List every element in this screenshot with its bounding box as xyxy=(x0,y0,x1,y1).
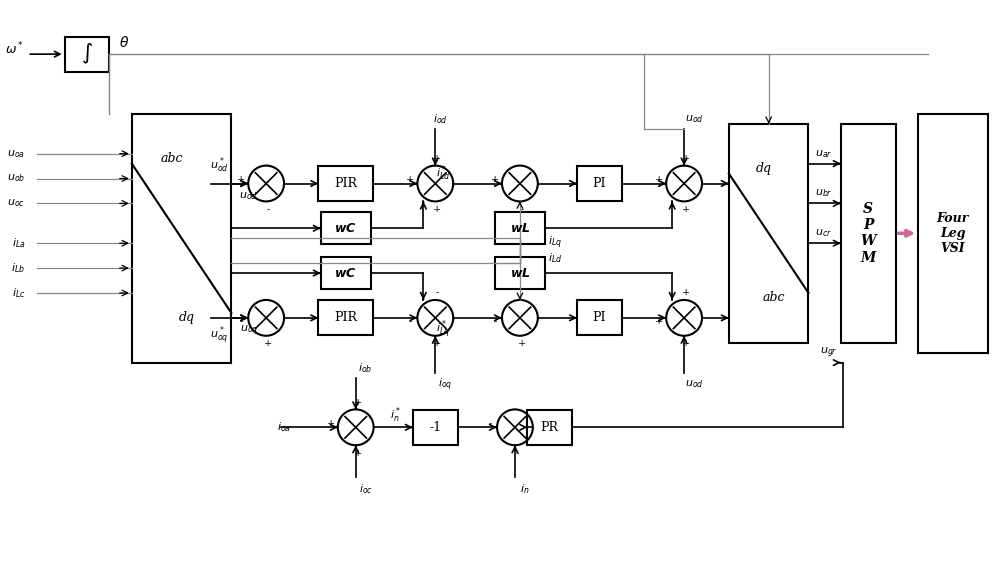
Text: $u_{oc}$: $u_{oc}$ xyxy=(7,198,25,209)
Text: PIR: PIR xyxy=(334,311,357,324)
Bar xyxy=(495,257,545,289)
Text: $u_{ar}$: $u_{ar}$ xyxy=(815,148,832,159)
Bar xyxy=(321,213,371,244)
Bar xyxy=(841,124,896,343)
Text: $i_{Lc}$: $i_{Lc}$ xyxy=(12,286,25,300)
Text: +: + xyxy=(354,449,362,458)
Text: PI: PI xyxy=(593,311,606,324)
Text: $i_{Lq}^*$: $i_{Lq}^*$ xyxy=(436,319,450,341)
Text: $\bfit{wC}$: $\bfit{wC}$ xyxy=(334,222,357,235)
Text: $i_{Ld}$: $i_{Ld}$ xyxy=(548,251,562,265)
Text: -: - xyxy=(436,288,439,297)
Text: $u_{cr}$: $u_{cr}$ xyxy=(815,227,832,239)
Text: +: + xyxy=(327,419,335,428)
Text: +: + xyxy=(433,154,441,163)
Text: abc: abc xyxy=(762,292,785,304)
Bar xyxy=(577,166,622,201)
Text: -: - xyxy=(515,449,519,458)
Text: +: + xyxy=(518,339,526,348)
Text: $u_{br}$: $u_{br}$ xyxy=(815,187,832,199)
Text: S
P
W
M: S P W M xyxy=(860,202,876,265)
Text: $i_n^*$: $i_n^*$ xyxy=(390,406,401,425)
Bar xyxy=(413,410,458,445)
Text: $i_{Lb}$: $i_{Lb}$ xyxy=(11,261,25,275)
Text: $i_{Ld}^*$: $i_{Ld}^*$ xyxy=(436,164,450,183)
Text: PI: PI xyxy=(593,177,606,190)
Text: $i_{ob}$: $i_{ob}$ xyxy=(358,361,373,375)
Text: $i_{oq}$: $i_{oq}$ xyxy=(438,376,453,393)
Text: $u_{od}$: $u_{od}$ xyxy=(239,191,258,202)
Bar xyxy=(321,257,371,289)
Text: $u_{gr}$: $u_{gr}$ xyxy=(820,346,837,360)
Text: -: - xyxy=(240,317,243,327)
Text: +: + xyxy=(682,154,690,163)
Bar xyxy=(318,166,373,201)
Text: -: - xyxy=(493,317,497,327)
Text: +: + xyxy=(433,339,441,348)
Text: $u_{oq}^*$: $u_{oq}^*$ xyxy=(210,325,228,347)
Text: $u_{od}^*$: $u_{od}^*$ xyxy=(210,156,228,175)
Bar xyxy=(577,300,622,335)
Text: +: + xyxy=(655,317,663,327)
Text: PR: PR xyxy=(541,421,559,434)
Text: $u_{od}$: $u_{od}$ xyxy=(685,113,703,125)
Bar xyxy=(495,213,545,244)
Text: abc: abc xyxy=(160,152,183,165)
Text: +: + xyxy=(433,205,441,214)
Text: dq: dq xyxy=(756,162,772,175)
Text: +: + xyxy=(237,175,245,184)
Bar xyxy=(918,114,988,352)
Text: $\bfit{wL}$: $\bfit{wL}$ xyxy=(510,222,530,235)
Text: $u_{oq}$: $u_{oq}$ xyxy=(240,324,258,338)
Text: -: - xyxy=(520,205,524,214)
Text: $u_{od}$: $u_{od}$ xyxy=(685,379,703,390)
Text: +: + xyxy=(491,175,499,184)
Text: +: + xyxy=(354,398,362,407)
Text: +: + xyxy=(682,288,690,297)
Text: $\int$: $\int$ xyxy=(81,42,93,66)
Text: +: + xyxy=(682,339,690,348)
Text: $\bfit{wC}$: $\bfit{wC}$ xyxy=(334,266,357,280)
Text: +: + xyxy=(655,175,663,184)
Bar xyxy=(527,410,572,445)
Text: Four
Leg
VSI: Four Leg VSI xyxy=(937,212,969,255)
Text: dq: dq xyxy=(179,311,195,324)
Text: $u_{oa}$: $u_{oa}$ xyxy=(7,148,25,159)
Text: $i_n$: $i_n$ xyxy=(520,482,530,496)
Text: $\omega^*$: $\omega^*$ xyxy=(5,41,24,57)
Text: $\theta$: $\theta$ xyxy=(119,35,129,50)
Text: $i_{oc}$: $i_{oc}$ xyxy=(359,482,373,496)
Text: -: - xyxy=(409,317,412,327)
Text: +: + xyxy=(682,205,690,214)
Text: $i_{oa}$: $i_{oa}$ xyxy=(277,421,291,434)
Text: $i_{od}$: $i_{od}$ xyxy=(433,112,448,125)
Bar xyxy=(65,37,109,72)
Text: -: - xyxy=(267,205,270,214)
Text: $i_{La}$: $i_{La}$ xyxy=(12,236,25,250)
Bar xyxy=(318,300,373,335)
Text: +: + xyxy=(264,339,272,348)
Text: -: - xyxy=(488,419,492,428)
Text: +: + xyxy=(406,175,415,184)
Text: -1: -1 xyxy=(429,421,441,434)
Text: PIR: PIR xyxy=(334,177,357,190)
Text: $i_{Lq}$: $i_{Lq}$ xyxy=(548,235,562,252)
Text: $\bfit{wL}$: $\bfit{wL}$ xyxy=(510,266,530,280)
Text: $u_{ob}$: $u_{ob}$ xyxy=(7,172,25,185)
